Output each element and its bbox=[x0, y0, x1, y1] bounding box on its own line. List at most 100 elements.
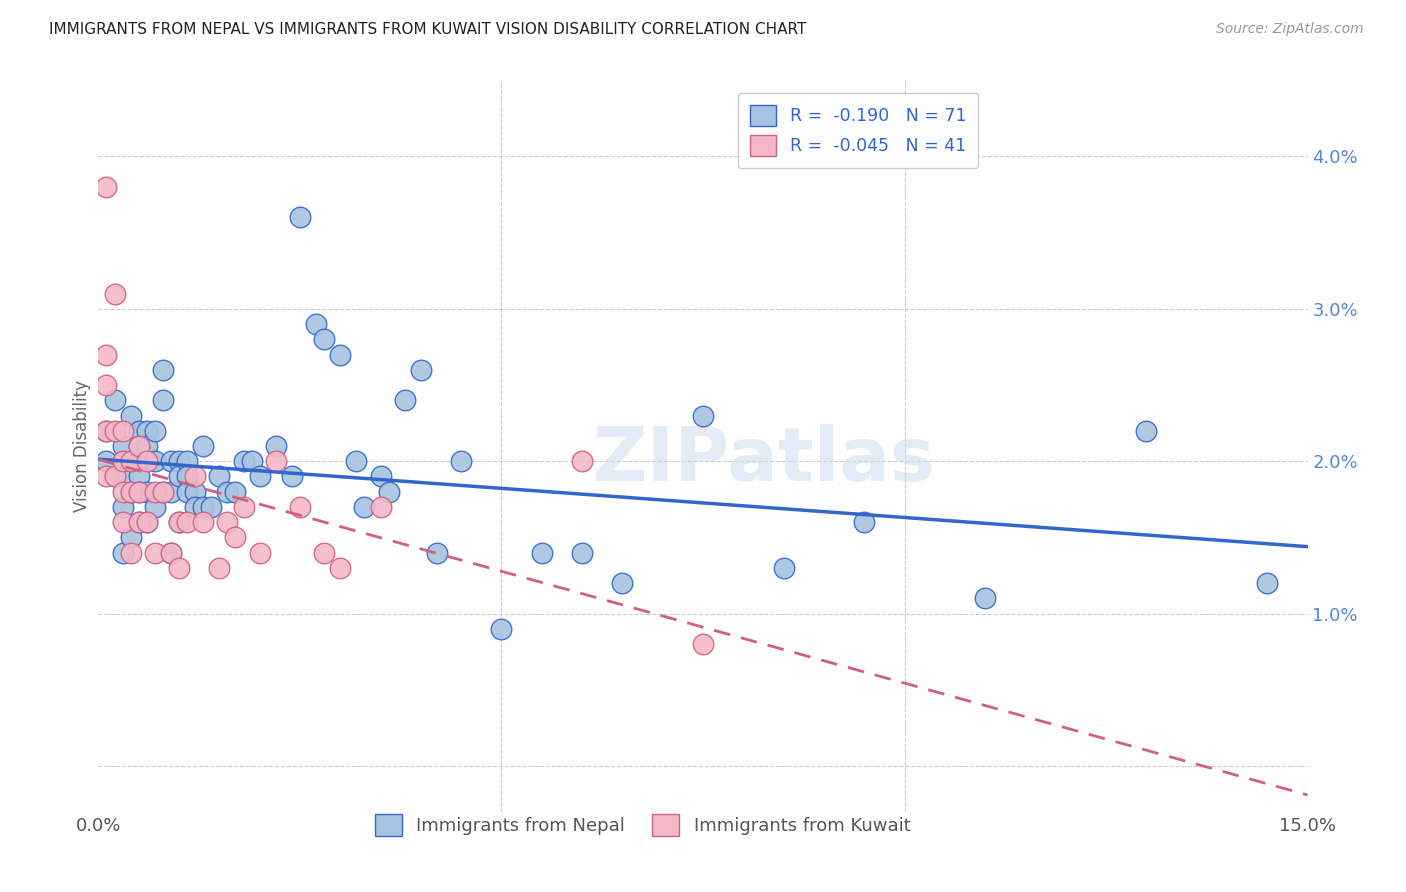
Point bbox=[160, 454, 183, 468]
Point bbox=[193, 500, 215, 514]
Point bbox=[853, 515, 876, 529]
Point bbox=[135, 424, 157, 438]
Point bbox=[96, 454, 118, 468]
Y-axis label: Vision Disability: Vision Disability bbox=[73, 380, 91, 512]
Point bbox=[167, 454, 190, 468]
Point bbox=[128, 439, 150, 453]
Point bbox=[103, 286, 125, 301]
Point bbox=[96, 469, 118, 483]
Point bbox=[167, 469, 190, 483]
Point bbox=[200, 500, 222, 514]
Point bbox=[152, 484, 174, 499]
Point bbox=[232, 454, 254, 468]
Point bbox=[264, 439, 287, 453]
Point bbox=[120, 409, 142, 423]
Point bbox=[1135, 424, 1157, 438]
Point bbox=[103, 424, 125, 438]
Point bbox=[96, 424, 118, 438]
Point bbox=[160, 546, 183, 560]
Point bbox=[353, 500, 375, 514]
Point bbox=[249, 546, 271, 560]
Point bbox=[128, 484, 150, 499]
Point bbox=[193, 439, 215, 453]
Point bbox=[167, 515, 190, 529]
Text: Source: ZipAtlas.com: Source: ZipAtlas.com bbox=[1216, 22, 1364, 37]
Point bbox=[450, 454, 472, 468]
Point bbox=[111, 484, 134, 499]
Point bbox=[224, 530, 246, 544]
Point bbox=[152, 363, 174, 377]
Point bbox=[152, 393, 174, 408]
Point bbox=[111, 546, 134, 560]
Point bbox=[217, 515, 239, 529]
Point bbox=[143, 424, 166, 438]
Point bbox=[409, 363, 432, 377]
Point bbox=[143, 484, 166, 499]
Point bbox=[143, 500, 166, 514]
Point bbox=[184, 469, 207, 483]
Point bbox=[135, 484, 157, 499]
Point bbox=[249, 469, 271, 483]
Point bbox=[143, 546, 166, 560]
Point bbox=[184, 484, 207, 499]
Point bbox=[288, 211, 311, 225]
Point bbox=[96, 180, 118, 194]
Point bbox=[111, 500, 134, 514]
Point bbox=[143, 454, 166, 468]
Point bbox=[224, 484, 246, 499]
Point bbox=[344, 454, 367, 468]
Point bbox=[240, 454, 263, 468]
Point bbox=[288, 500, 311, 514]
Point bbox=[232, 500, 254, 514]
Point bbox=[571, 454, 593, 468]
Point bbox=[184, 500, 207, 514]
Point bbox=[160, 546, 183, 560]
Point bbox=[314, 546, 336, 560]
Point bbox=[772, 561, 794, 575]
Point bbox=[530, 546, 553, 560]
Point bbox=[103, 469, 125, 483]
Point bbox=[176, 515, 198, 529]
Point bbox=[96, 378, 118, 392]
Point bbox=[612, 576, 634, 591]
Point bbox=[692, 409, 714, 423]
Point bbox=[120, 546, 142, 560]
Point bbox=[128, 515, 150, 529]
Point bbox=[176, 484, 198, 499]
Point bbox=[120, 530, 142, 544]
Point bbox=[128, 515, 150, 529]
Point bbox=[103, 469, 125, 483]
Text: ZIPatlas: ZIPatlas bbox=[592, 424, 935, 497]
Point bbox=[111, 515, 134, 529]
Point bbox=[96, 348, 118, 362]
Point bbox=[111, 439, 134, 453]
Point bbox=[135, 439, 157, 453]
Point bbox=[314, 332, 336, 346]
Point bbox=[394, 393, 416, 408]
Point bbox=[370, 469, 392, 483]
Point bbox=[135, 515, 157, 529]
Point bbox=[692, 637, 714, 651]
Point bbox=[974, 591, 997, 606]
Point bbox=[264, 454, 287, 468]
Point bbox=[370, 500, 392, 514]
Point bbox=[111, 454, 134, 468]
Point bbox=[160, 484, 183, 499]
Point bbox=[329, 348, 352, 362]
Point bbox=[281, 469, 304, 483]
Point bbox=[571, 546, 593, 560]
Point bbox=[128, 424, 150, 438]
Point bbox=[103, 393, 125, 408]
Legend: Immigrants from Nepal, Immigrants from Kuwait: Immigrants from Nepal, Immigrants from K… bbox=[367, 806, 918, 843]
Point bbox=[152, 484, 174, 499]
Point bbox=[128, 439, 150, 453]
Text: IMMIGRANTS FROM NEPAL VS IMMIGRANTS FROM KUWAIT VISION DISABILITY CORRELATION CH: IMMIGRANTS FROM NEPAL VS IMMIGRANTS FROM… bbox=[49, 22, 807, 37]
Point bbox=[120, 484, 142, 499]
Point bbox=[193, 515, 215, 529]
Point bbox=[167, 515, 190, 529]
Point bbox=[135, 515, 157, 529]
Point bbox=[377, 484, 399, 499]
Point bbox=[120, 484, 142, 499]
Point bbox=[120, 454, 142, 468]
Point bbox=[96, 424, 118, 438]
